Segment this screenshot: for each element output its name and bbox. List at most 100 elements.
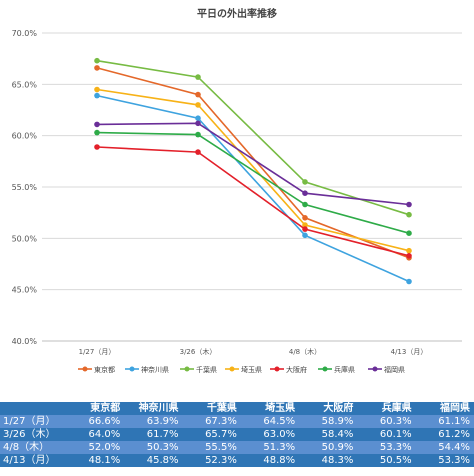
table-header-cell: 東京都	[66, 402, 125, 415]
y-tick-label: 45.0%	[12, 286, 38, 295]
chart-title: 平日の外出率推移	[197, 7, 277, 20]
data-point	[302, 226, 308, 232]
series-line	[96, 94, 410, 283]
y-tick-label: 40.0%	[12, 337, 38, 346]
table-header-cell: 大阪府	[299, 402, 358, 415]
y-tick-label: 70.0%	[12, 29, 38, 38]
table-header-cell: 千葉県	[182, 402, 241, 415]
legend-swatch-marker	[184, 366, 190, 372]
x-tick-label: 1/27（月）	[79, 348, 116, 356]
table-cell: 50.9%	[299, 441, 358, 454]
data-point	[195, 74, 201, 80]
table-header-cell: 兵庫県	[357, 402, 416, 415]
legend-swatch-marker	[129, 366, 135, 372]
line-chart: 平日の外出率推移 70.0% 65.0% 60.0% 55.0% 50.0% 45.0% 4…	[12, 7, 462, 374]
table-cell: 66.6%	[66, 415, 125, 428]
x-tick-label: 4/13（月）	[391, 348, 428, 356]
data-point	[195, 120, 201, 127]
table-cell: 61.1%	[415, 415, 474, 428]
data-point	[94, 65, 100, 71]
data-point	[195, 115, 201, 121]
data-point	[302, 179, 308, 185]
data-point	[195, 131, 201, 138]
table-row-label: 4/8（木）	[0, 441, 66, 454]
table-header-cell: 神奈川県	[124, 402, 183, 415]
table-row: 4/8（木） 52.0% 50.3% 55.5% 51.3% 50.9% 53.3% 54.4…	[0, 441, 474, 454]
table-row: 3/26（木） 64.0% 61.7% 65.7% 63.0% 58.4% 60.1% 61.…	[0, 428, 474, 441]
table-row-label: 4/13（月）	[0, 454, 66, 467]
series-line	[96, 131, 410, 234]
data-point	[302, 222, 308, 228]
table-cell: 48.3%	[299, 454, 358, 467]
data-point	[94, 86, 100, 93]
legend-label: 大阪府	[286, 365, 307, 374]
legend-label: 千葉県	[196, 365, 217, 374]
data-point	[94, 57, 100, 64]
table-cell: 52.0%	[66, 441, 125, 454]
table-cell: 48.1%	[66, 454, 125, 467]
table-cell: 58.9%	[299, 415, 358, 428]
data-point	[406, 247, 412, 254]
legend-label: 東京都	[94, 365, 115, 374]
table-cell: 54.4%	[415, 441, 474, 454]
data-point	[195, 91, 201, 98]
y-tick-label: 60.0%	[12, 132, 38, 141]
data-point	[302, 232, 308, 239]
table-cell: 64.5%	[240, 415, 300, 428]
legend-swatch-marker	[372, 366, 378, 372]
table-cell: 58.4%	[299, 428, 358, 441]
series-line	[96, 122, 410, 206]
y-tick-label: 65.0%	[12, 80, 38, 89]
table-cell: 52.3%	[182, 454, 241, 467]
data-point	[406, 201, 412, 208]
data-point	[94, 92, 100, 99]
table-cell: 63.0%	[240, 428, 300, 441]
data-point	[195, 149, 201, 155]
y-tick-label: 50.0%	[12, 234, 38, 243]
data-point	[406, 253, 412, 259]
table-row: 1/27（月） 66.6% 63.9% 67.3% 64.5% 58.9% 60.3% 61.…	[0, 415, 474, 428]
y-tick-label: 55.0%	[12, 183, 38, 192]
data-table: 東京都 神奈川県 千葉県 埼玉県 大阪府 兵庫県 福岡県 1/27（月） 66.6…	[0, 402, 474, 467]
table-header-cell: 埼玉県	[240, 402, 300, 415]
table-row: 4/13（月） 48.1% 45.8% 52.3% 48.8% 48.3% 50.5% 53.…	[0, 454, 474, 467]
table-cell: 65.7%	[182, 428, 241, 441]
legend-swatch-marker	[274, 366, 280, 372]
table-cell: 61.2%	[415, 428, 474, 441]
data-point	[302, 190, 308, 196]
table-row-label: 3/26（木）	[0, 428, 66, 441]
table-cell: 60.3%	[357, 415, 416, 428]
table-header-row: 東京都 神奈川県 千葉県 埼玉県 大阪府 兵庫県 福岡県	[0, 402, 474, 415]
table-header-cell: 福岡県	[415, 402, 474, 415]
legend-swatch-marker	[322, 366, 328, 372]
table-cell: 50.3%	[124, 441, 183, 454]
table-corner-cell	[0, 402, 66, 415]
table-cell: 51.3%	[240, 441, 300, 454]
x-tick-label: 3/26（木）	[180, 347, 217, 356]
series-line	[96, 88, 410, 252]
table-cell: 67.3%	[182, 415, 241, 428]
legend-label: 神奈川県	[141, 365, 169, 374]
table-cell: 53.3%	[357, 441, 416, 454]
table-cell: 45.8%	[124, 454, 183, 467]
table-row-label: 1/27（月）	[0, 415, 66, 428]
table-cell: 60.1%	[357, 428, 416, 441]
data-point	[94, 121, 100, 128]
legend-swatch-marker	[229, 366, 235, 372]
data-point	[406, 278, 412, 285]
data-point	[94, 144, 100, 150]
data-point	[94, 129, 100, 136]
table-cell: 63.9%	[124, 415, 183, 428]
legend-label: 福岡県	[384, 365, 405, 374]
table-cell: 53.3%	[415, 454, 474, 467]
table-cell: 61.7%	[124, 428, 183, 441]
series-line	[96, 146, 410, 257]
table-cell: 48.8%	[240, 454, 300, 467]
data-point	[406, 211, 412, 218]
chart-panel: 平日の外出率推移 70.0% 65.0% 60.0% 55.0% 50.0% 45.0% 4…	[12, 7, 462, 374]
legend-swatch-marker	[82, 366, 88, 372]
data-point	[406, 230, 412, 236]
legend-label: 埼玉県	[241, 365, 262, 374]
data-point	[302, 201, 308, 208]
legend-label: 兵庫県	[334, 365, 355, 374]
